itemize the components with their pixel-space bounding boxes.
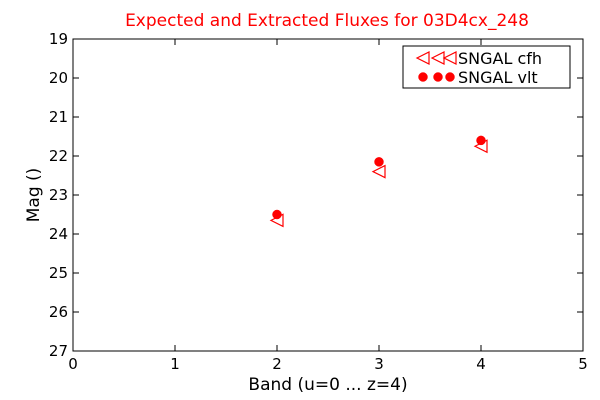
y-tick-label: 20 <box>49 69 68 87</box>
y-tick-label: 22 <box>49 147 68 165</box>
x-tick-label: 3 <box>374 355 384 373</box>
legend-triangle-marker <box>415 51 430 65</box>
y-axis: 19 20 21 22 23 24 25 26 27 <box>49 30 583 360</box>
legend-circle-marker <box>418 72 428 82</box>
x-tick-label: 0 <box>68 355 78 373</box>
x-tick-label: 2 <box>272 355 282 373</box>
chart-title: Expected and Extracted Fluxes for 03D4cx… <box>125 11 529 31</box>
y-tick-label: 24 <box>49 225 68 243</box>
x-tick-label: 4 <box>476 355 486 373</box>
y-tick-label: 21 <box>49 108 68 126</box>
vlt-circle-point <box>476 135 486 146</box>
legend-label: SNGAL cfh <box>458 49 542 68</box>
x-axis-label: Band (u=0 ... z=4) <box>248 375 407 395</box>
y-tick-label: 19 <box>49 30 68 48</box>
data-marks <box>269 135 488 228</box>
y-tick-label: 26 <box>49 303 68 321</box>
legend-circle-marker <box>445 72 455 82</box>
y-tick-label: 23 <box>49 186 68 204</box>
legend-label: SNGAL vlt <box>458 68 538 87</box>
legend-triangle-marker <box>442 51 457 65</box>
x-tick-label: 5 <box>578 355 588 373</box>
y-tick-label: 27 <box>49 342 68 360</box>
cfh-triangle-point <box>371 164 386 179</box>
vlt-circle-point <box>374 157 384 167</box>
y-tick-label: 25 <box>49 264 68 282</box>
x-axis: 0 1 2 3 4 5 <box>68 39 588 373</box>
plot-area <box>72 38 584 352</box>
y-axis-label: Mag () <box>24 168 44 223</box>
legend-box <box>402 45 571 89</box>
legend-circle-marker <box>433 72 443 82</box>
x-tick-label: 1 <box>170 355 180 373</box>
vlt-circle-point <box>272 209 282 220</box>
